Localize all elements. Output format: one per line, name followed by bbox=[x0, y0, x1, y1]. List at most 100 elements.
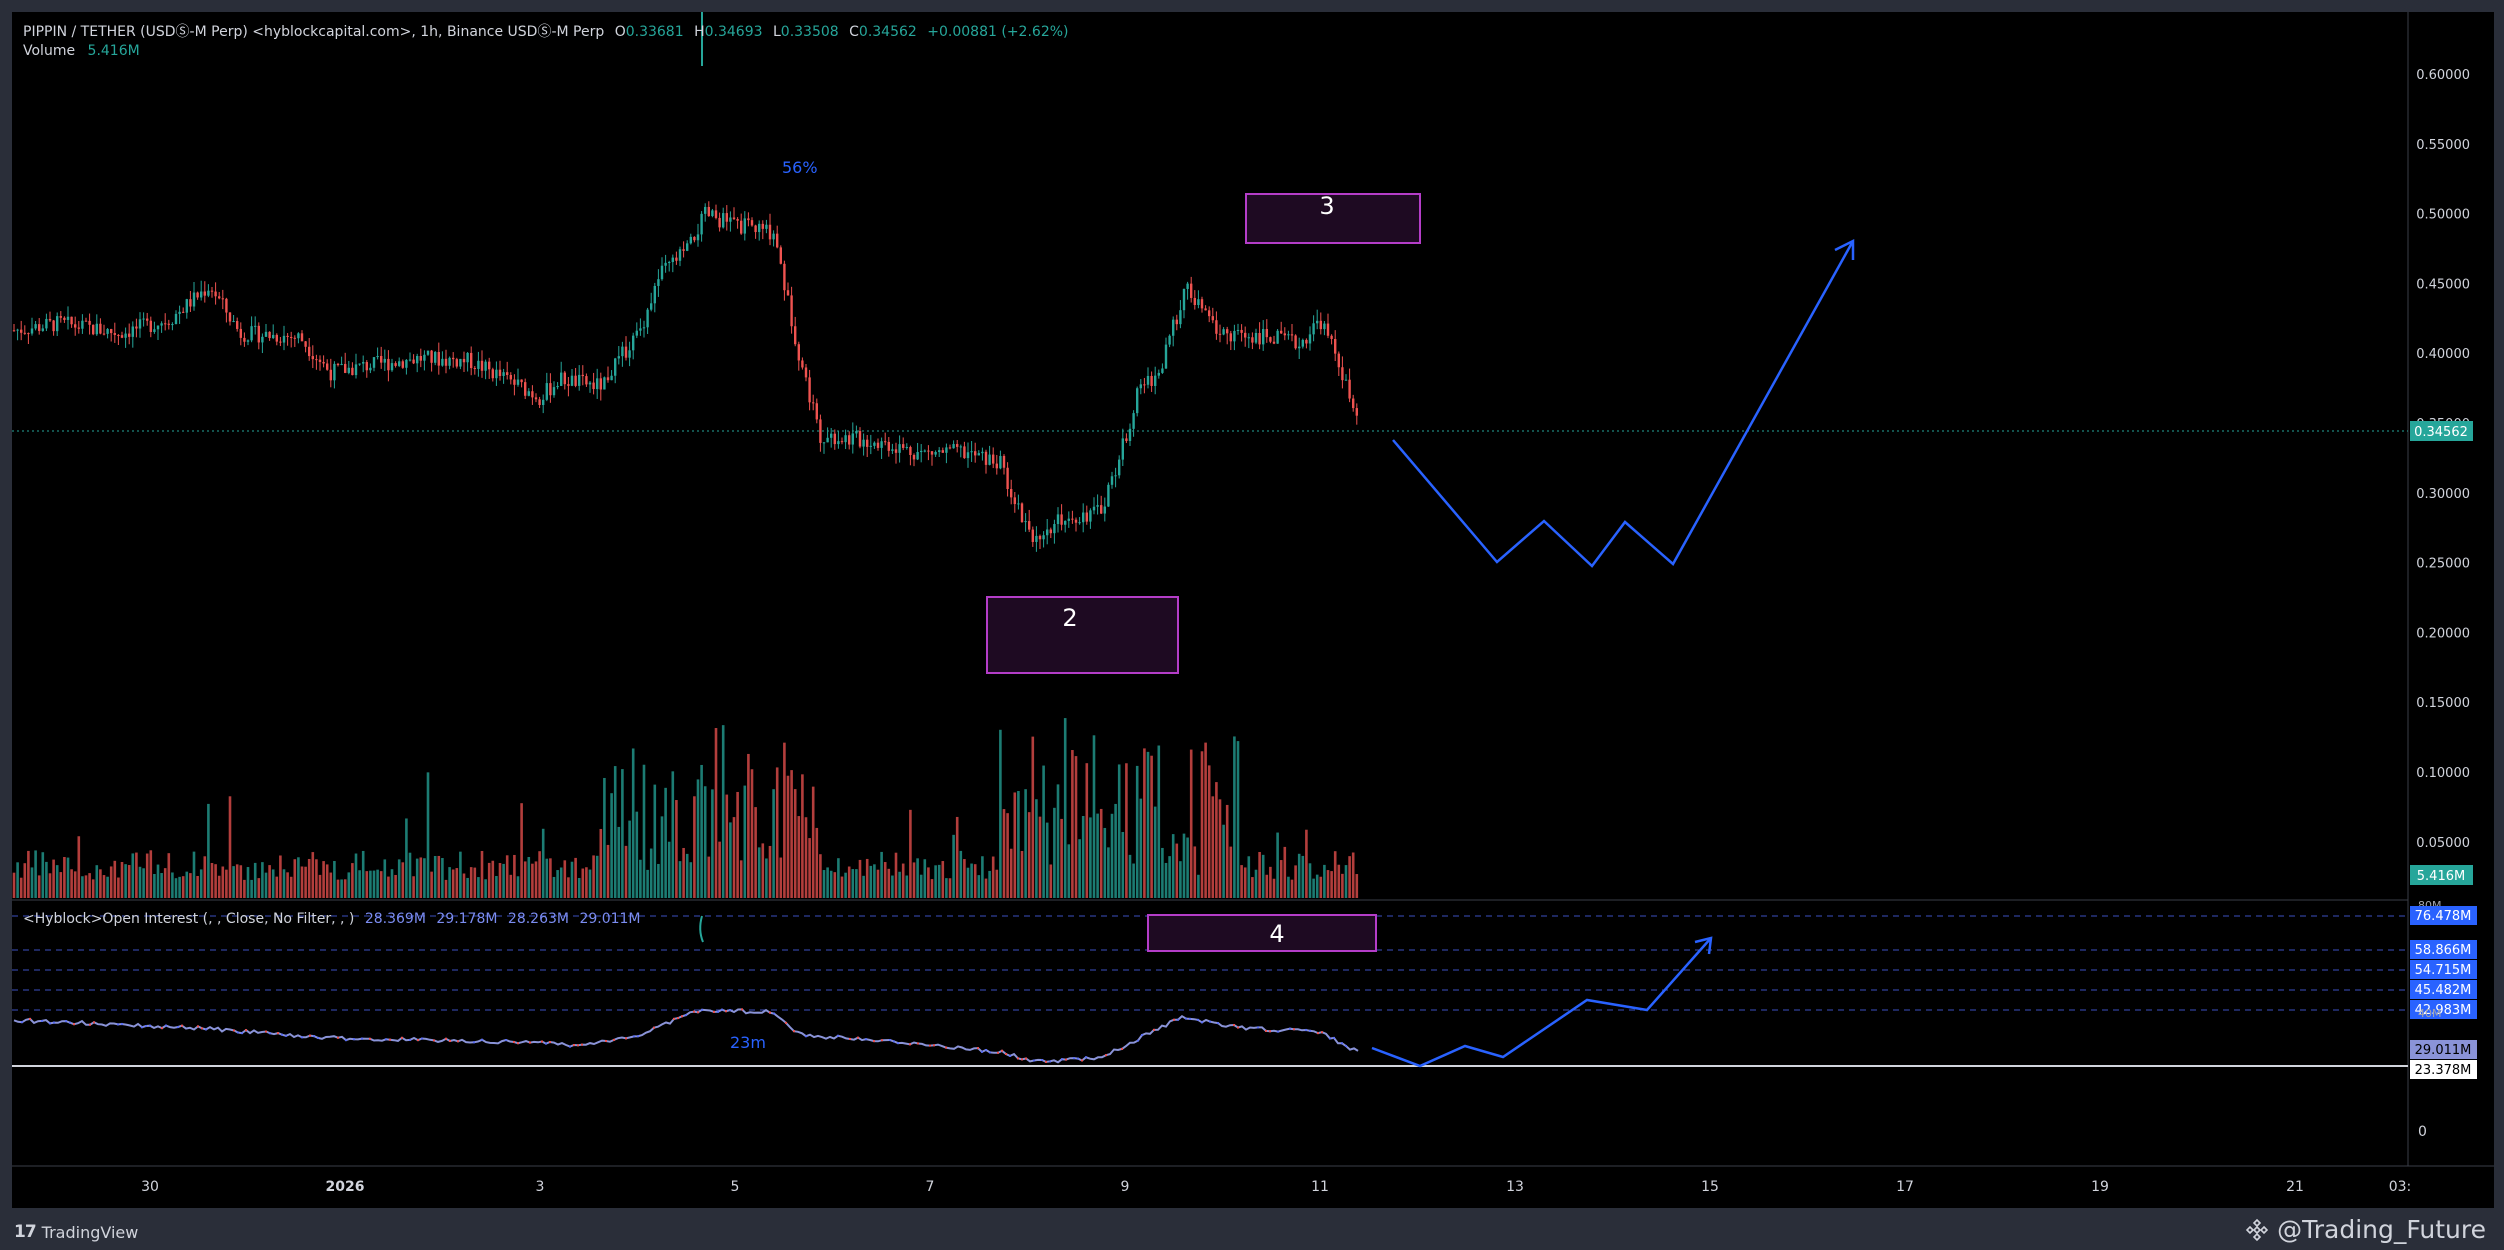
candle-body bbox=[736, 219, 739, 221]
volume-bar bbox=[606, 844, 610, 898]
volume-bar bbox=[23, 863, 27, 898]
candle-body bbox=[538, 399, 541, 405]
candle-body bbox=[192, 292, 196, 307]
volume-bar bbox=[1233, 736, 1236, 898]
oi-dot bbox=[165, 1024, 167, 1027]
wave-box-4[interactable]: 4 bbox=[1147, 914, 1377, 952]
oi-legend[interactable]: <Hyblock>Open Interest (, , Close, No Fi… bbox=[23, 911, 641, 927]
candle-body bbox=[632, 335, 635, 351]
candle-body bbox=[1319, 320, 1322, 330]
candle-body bbox=[1179, 310, 1182, 325]
volume-bar bbox=[1092, 735, 1096, 898]
volume-bar bbox=[1024, 789, 1027, 898]
oi-dot bbox=[481, 1038, 483, 1041]
candle-body bbox=[110, 328, 113, 334]
candle-body bbox=[689, 236, 692, 244]
oi-dot bbox=[1041, 1058, 1043, 1061]
oi-dot bbox=[893, 1040, 895, 1043]
price-projection-path[interactable] bbox=[1392, 240, 1855, 568]
time-axis[interactable]: 30 2026 3 5 7 9 11 13 15 17 19 21 03: bbox=[141, 1179, 2411, 1195]
candle-body bbox=[27, 333, 30, 335]
volume-bar bbox=[268, 865, 271, 898]
volume-bar bbox=[790, 770, 793, 898]
volume-bar bbox=[99, 869, 102, 898]
volume-bar bbox=[1251, 877, 1254, 898]
oi-dot bbox=[277, 1032, 279, 1035]
volume-bar bbox=[804, 817, 808, 898]
volume-bar bbox=[1258, 851, 1261, 898]
volume-bar bbox=[1351, 852, 1355, 898]
tradingview-logo[interactable]: 17 TradingView bbox=[14, 1222, 138, 1242]
volume-bar bbox=[235, 864, 239, 898]
volume-bar bbox=[963, 859, 966, 898]
volume-bar bbox=[909, 809, 912, 898]
volume-bar bbox=[293, 859, 297, 898]
volume-bar bbox=[855, 869, 858, 898]
volume-bar bbox=[635, 811, 639, 898]
candle-body bbox=[848, 435, 851, 445]
volume-bar bbox=[570, 861, 574, 898]
candle-body bbox=[628, 350, 631, 358]
oi-dot bbox=[401, 1036, 403, 1039]
oi-title[interactable]: <Hyblock>Open Interest (, , Close, No Fi… bbox=[23, 911, 355, 927]
candle-body bbox=[1118, 459, 1121, 476]
ohlc-open-label: O bbox=[614, 24, 626, 40]
volume-bar bbox=[642, 764, 646, 898]
candle-body bbox=[894, 449, 898, 453]
candle-body bbox=[927, 450, 930, 452]
candle-body bbox=[840, 441, 844, 443]
oi-projection-path[interactable] bbox=[1371, 937, 1712, 1068]
symbol-legend[interactable]: PIPPIN / TETHER (USDⓈ-M Perp) <hyblockca… bbox=[23, 21, 1068, 41]
volume-bar bbox=[1276, 832, 1279, 898]
candle-body bbox=[646, 309, 649, 328]
candle-body bbox=[520, 379, 523, 383]
symbol-title[interactable]: PIPPIN / TETHER (USDⓈ-M Perp) <hyblockca… bbox=[23, 24, 605, 40]
volume-bar bbox=[1348, 856, 1351, 898]
volume-bar bbox=[732, 817, 736, 898]
candle-body bbox=[963, 446, 966, 459]
oi-axis[interactable]: 76.478M 58.866M 54.715M 45.482M 42.983M 29.01… bbox=[2410, 906, 2477, 1079]
candle-body bbox=[1064, 520, 1067, 525]
volume-badge: 5.416M bbox=[2410, 865, 2473, 885]
candle-body bbox=[941, 450, 944, 453]
candle-body bbox=[146, 318, 149, 321]
volume-bar bbox=[934, 865, 937, 898]
oi-axis-badge bbox=[2410, 940, 2477, 959]
candle-body bbox=[1330, 335, 1333, 339]
candle-body bbox=[214, 291, 217, 297]
candle-body bbox=[833, 433, 836, 445]
candle-body bbox=[1301, 339, 1304, 347]
volume-bar bbox=[261, 862, 264, 898]
candle-body bbox=[189, 299, 192, 307]
volume-bar bbox=[984, 878, 988, 898]
time-tick-label: 2026 bbox=[326, 1179, 365, 1195]
volume-bar bbox=[858, 859, 862, 898]
candle-body bbox=[887, 441, 890, 451]
price-tick-label: 0.60000 bbox=[2416, 68, 2470, 83]
candle-body bbox=[506, 372, 509, 376]
volume-bar bbox=[999, 729, 1002, 898]
oi-dot bbox=[389, 1038, 391, 1041]
candle-body bbox=[1200, 299, 1204, 309]
oi-dot bbox=[445, 1037, 447, 1040]
volume-bar bbox=[441, 858, 444, 898]
volume-bar bbox=[397, 859, 401, 898]
volume-bar bbox=[833, 872, 837, 898]
oi-dot bbox=[713, 1010, 715, 1013]
oi-dot bbox=[1217, 1022, 1219, 1025]
wave-box-3[interactable]: 3 bbox=[1245, 192, 1421, 244]
chart-canvas[interactable]: 2 3 4 56% 23m 0.60000 0.55000 0.50000 0.450… bbox=[12, 12, 2494, 1208]
chart-area[interactable]: 2 3 4 56% 23m 0.60000 0.55000 0.50000 0.450… bbox=[12, 12, 2494, 1208]
volume-bar bbox=[959, 850, 963, 898]
wave-box-2[interactable]: 2 bbox=[986, 596, 1179, 674]
volume-bar bbox=[531, 863, 534, 898]
price-axis[interactable]: 0.600000.550000.500000.450000.400000.350… bbox=[2416, 68, 2470, 851]
volume-bar bbox=[631, 748, 635, 898]
candle-body bbox=[531, 391, 534, 398]
volume-bar bbox=[271, 869, 275, 898]
oi-dot bbox=[1137, 1039, 1139, 1042]
volume-bar bbox=[401, 862, 405, 898]
candle-body bbox=[120, 335, 124, 338]
candle-body bbox=[286, 335, 289, 337]
volume-legend[interactable]: Volume 5.416M bbox=[23, 43, 140, 59]
